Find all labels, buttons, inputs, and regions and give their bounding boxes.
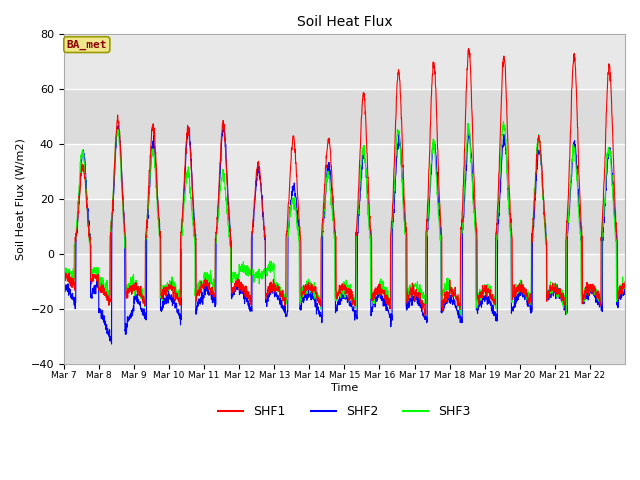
Bar: [64, 35, 625, 89]
SHF2: [108, 341, 115, 347]
SHF3: [116, 147, 124, 153]
Bar: [64, 254, 625, 309]
Line: SHF3: SHF3: [64, 121, 625, 314]
SHF3: [514, 290, 522, 296]
SHF2: [614, 297, 621, 303]
SHF1: [621, 279, 629, 285]
Y-axis label: Soil Heat Flux (W/m2): Soil Heat Flux (W/m2): [15, 138, 25, 260]
Bar: [64, 89, 625, 144]
Line: SHF2: SHF2: [64, 125, 625, 344]
Text: BA_met: BA_met: [67, 39, 107, 50]
Title: Soil Heat Flux: Soil Heat Flux: [296, 15, 392, 29]
SHF2: [514, 296, 522, 301]
Bar: [64, 144, 625, 199]
SHF3: [237, 268, 244, 274]
SHF3: [621, 282, 629, 288]
SHF3: [378, 285, 386, 291]
SHF1: [378, 288, 386, 294]
SHF2: [379, 293, 387, 299]
SHF2: [546, 289, 554, 295]
SHF1: [237, 279, 244, 285]
SHF1: [116, 135, 124, 141]
SHF2: [621, 287, 629, 293]
SHF3: [614, 294, 621, 300]
SHF1: [421, 312, 429, 318]
Legend: SHF1, SHF2, SHF3: SHF1, SHF2, SHF3: [213, 400, 476, 423]
SHF2: [60, 287, 68, 292]
SHF1: [60, 268, 68, 274]
X-axis label: Time: Time: [331, 383, 358, 393]
SHF2: [237, 290, 245, 296]
Bar: [64, 309, 625, 364]
SHF1: [546, 289, 554, 295]
SHF1: [514, 284, 522, 290]
SHF1: [614, 238, 621, 243]
SHF2: [220, 122, 227, 128]
Bar: [64, 199, 625, 254]
SHF3: [457, 312, 465, 317]
SHF2: [116, 138, 124, 144]
Line: SHF1: SHF1: [64, 48, 625, 315]
SHF3: [60, 270, 68, 276]
SHF3: [500, 119, 508, 124]
SHF1: [465, 46, 472, 51]
SHF3: [546, 287, 554, 292]
